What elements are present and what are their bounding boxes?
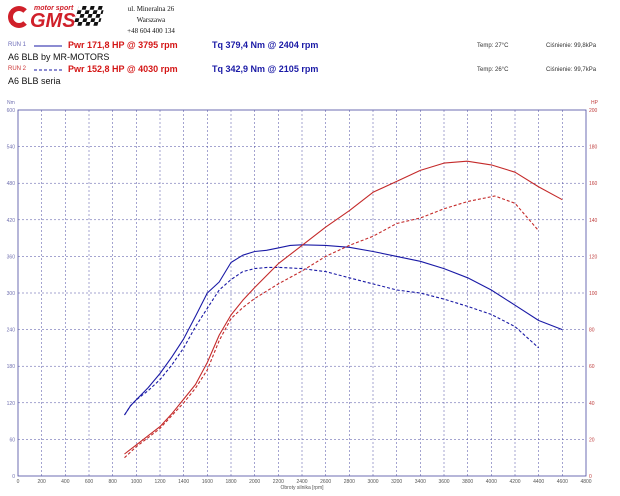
y-left-tick-label: 180 bbox=[7, 364, 16, 370]
power-curve-run2 bbox=[124, 195, 540, 459]
x-tick-label: 1200 bbox=[154, 479, 165, 485]
logo-ring-icon bbox=[8, 6, 30, 28]
y-right-tick-label: 180 bbox=[589, 145, 598, 151]
x-tick-label: 1000 bbox=[131, 479, 142, 485]
run1-pressure: Ciśnienie: 99,8kPa bbox=[546, 43, 597, 49]
y-left-tick-label: 120 bbox=[7, 401, 16, 407]
y-right-tick-label: 100 bbox=[589, 291, 598, 297]
torque-curve-run1 bbox=[124, 244, 563, 416]
chart-axes: 0 200 400 600 800 1000 1200 1400 1600 1800 2000 220… bbox=[7, 108, 598, 485]
power-curve-run1 bbox=[124, 160, 563, 455]
y-left-tick-label: 420 bbox=[7, 218, 16, 224]
run2-temp: Temp: 26°C bbox=[477, 67, 509, 73]
y-axis-right-label: HP bbox=[591, 100, 599, 106]
x-tick-label: 3000 bbox=[367, 479, 378, 485]
y-right-tick-label: 80 bbox=[589, 328, 595, 334]
chart-series bbox=[124, 160, 563, 459]
x-tick-label: 3600 bbox=[438, 479, 449, 485]
y-right-tick-label: 60 bbox=[589, 364, 595, 370]
y-right-tick-label: 140 bbox=[589, 218, 598, 224]
x-tick-label: 2200 bbox=[273, 479, 284, 485]
x-tick-label: 3800 bbox=[462, 479, 473, 485]
x-tick-label: 3400 bbox=[415, 479, 426, 485]
address-line-2: Warszawa bbox=[136, 16, 166, 24]
run1-label: RUN 1 bbox=[8, 42, 27, 48]
run2-label: RUN 2 bbox=[8, 66, 27, 72]
x-tick-label: 400 bbox=[61, 479, 70, 485]
chart-grid bbox=[17, 109, 587, 477]
x-tick-label: 4800 bbox=[580, 479, 591, 485]
x-tick-label: 600 bbox=[85, 479, 94, 485]
y-left-tick-label: 300 bbox=[7, 291, 16, 297]
torque-curve-run2 bbox=[124, 266, 540, 416]
logo-subtitle: motor sport bbox=[34, 5, 74, 12]
x-tick-label: 4600 bbox=[557, 479, 568, 485]
x-axis-label: Obroty silnika [rpm] bbox=[280, 485, 324, 491]
x-tick-label: 2000 bbox=[249, 479, 260, 485]
y-left-tick-label: 240 bbox=[7, 328, 16, 334]
address-line-1: ul. Mineralna 26 bbox=[127, 5, 175, 13]
x-tick-label: 1800 bbox=[225, 479, 236, 485]
x-tick-label: 3200 bbox=[391, 479, 402, 485]
y-right-tick-label: 20 bbox=[589, 437, 595, 443]
run2-pressure: Ciśnienie: 99,7kPa bbox=[546, 67, 597, 73]
x-tick-label: 4200 bbox=[509, 479, 520, 485]
address-line-3: +48 604 400 134 bbox=[127, 27, 175, 35]
x-tick-label: 4400 bbox=[533, 479, 544, 485]
x-tick-label: 800 bbox=[108, 479, 117, 485]
y-left-tick-label: 360 bbox=[7, 254, 16, 260]
run1-name: A6 BLB by MR-MOTORS bbox=[8, 52, 110, 62]
y-left-tick-label: 60 bbox=[9, 437, 15, 443]
y-right-tick-label: 40 bbox=[589, 401, 595, 407]
y-right-tick-label: 200 bbox=[589, 108, 598, 114]
x-tick-label: 2400 bbox=[296, 479, 307, 485]
x-tick-label: 0 bbox=[17, 479, 20, 485]
y-right-tick-label: 0 bbox=[589, 474, 592, 480]
y-right-tick-label: 120 bbox=[589, 254, 598, 260]
run1-temp: Temp: 27°C bbox=[477, 43, 509, 49]
run2-name: A6 BLB seria bbox=[8, 76, 61, 86]
x-tick-label: 2800 bbox=[344, 479, 355, 485]
x-tick-label: 200 bbox=[37, 479, 46, 485]
y-right-tick-label: 160 bbox=[589, 181, 598, 187]
run2-torque: Tq 342,9 Nm @ 2105 rpm bbox=[212, 64, 319, 74]
run2-power: Pwr 152,8 HP @ 4030 rpm bbox=[68, 64, 178, 74]
y-left-tick-label: 480 bbox=[7, 181, 16, 187]
y-left-tick-label: 540 bbox=[7, 145, 16, 151]
x-tick-label: 1400 bbox=[178, 479, 189, 485]
x-tick-label: 2600 bbox=[320, 479, 331, 485]
run1-legend-line bbox=[34, 45, 62, 47]
y-left-tick-label: 0 bbox=[12, 474, 15, 480]
logo-text: GMS bbox=[30, 10, 76, 32]
y-axis-left-label: Nm bbox=[7, 100, 15, 106]
y-left-tick-label: 600 bbox=[7, 108, 16, 114]
x-tick-label: 1600 bbox=[202, 479, 213, 485]
run1-torque: Tq 379,4 Nm @ 2404 rpm bbox=[212, 40, 319, 50]
run1-power: Pwr 171,8 HP @ 3795 rpm bbox=[68, 40, 178, 50]
x-tick-label: 4000 bbox=[486, 479, 497, 485]
